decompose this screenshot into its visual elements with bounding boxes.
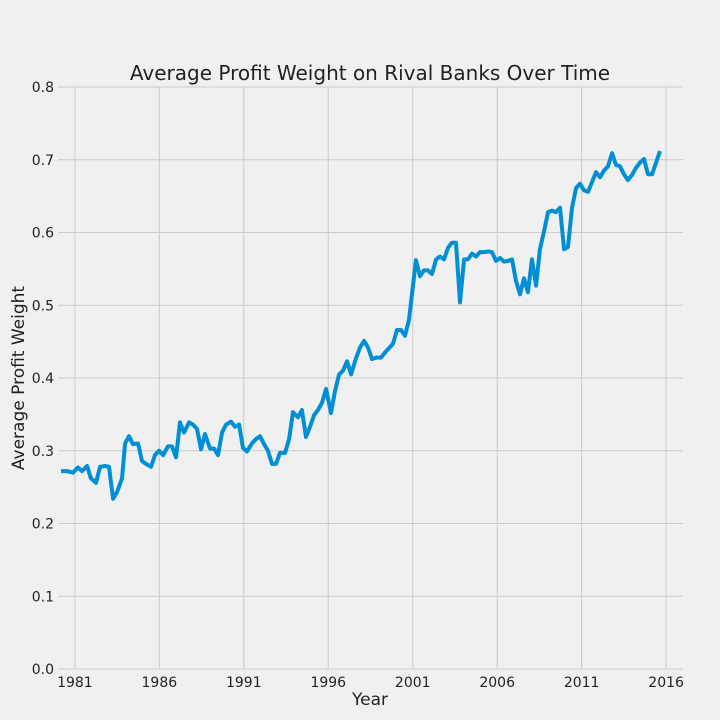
y-tick-label: 0.5 xyxy=(32,298,54,314)
y-axis-label: Average Profit Weight xyxy=(9,286,29,471)
x-axis-label: Year xyxy=(351,690,388,710)
y-tick-label: 0.3 xyxy=(32,444,54,460)
x-tick-label: 2016 xyxy=(648,675,684,691)
y-tick-label: 0.1 xyxy=(32,589,54,605)
x-tick-label: 1991 xyxy=(226,675,262,691)
y-tick-label: 0.7 xyxy=(32,153,54,169)
y-tick-label: 0.4 xyxy=(32,371,54,387)
y-tick-label: 0.6 xyxy=(32,226,54,242)
y-tick-label: 0.0 xyxy=(32,662,54,678)
x-tick-label: 1981 xyxy=(57,675,93,691)
y-tick-label: 0.2 xyxy=(32,517,54,533)
line-series xyxy=(61,150,662,501)
x-tick-label: 2006 xyxy=(479,675,515,691)
y-tick-label: 0.8 xyxy=(32,80,54,96)
x-tick-label: 2011 xyxy=(564,675,600,691)
x-tick-label: 1986 xyxy=(142,675,178,691)
chart-title: Average Profit Weight on Rival Banks Ove… xyxy=(130,61,610,85)
x-tick-label: 2001 xyxy=(395,675,431,691)
x-tick-label: 1996 xyxy=(310,675,346,691)
